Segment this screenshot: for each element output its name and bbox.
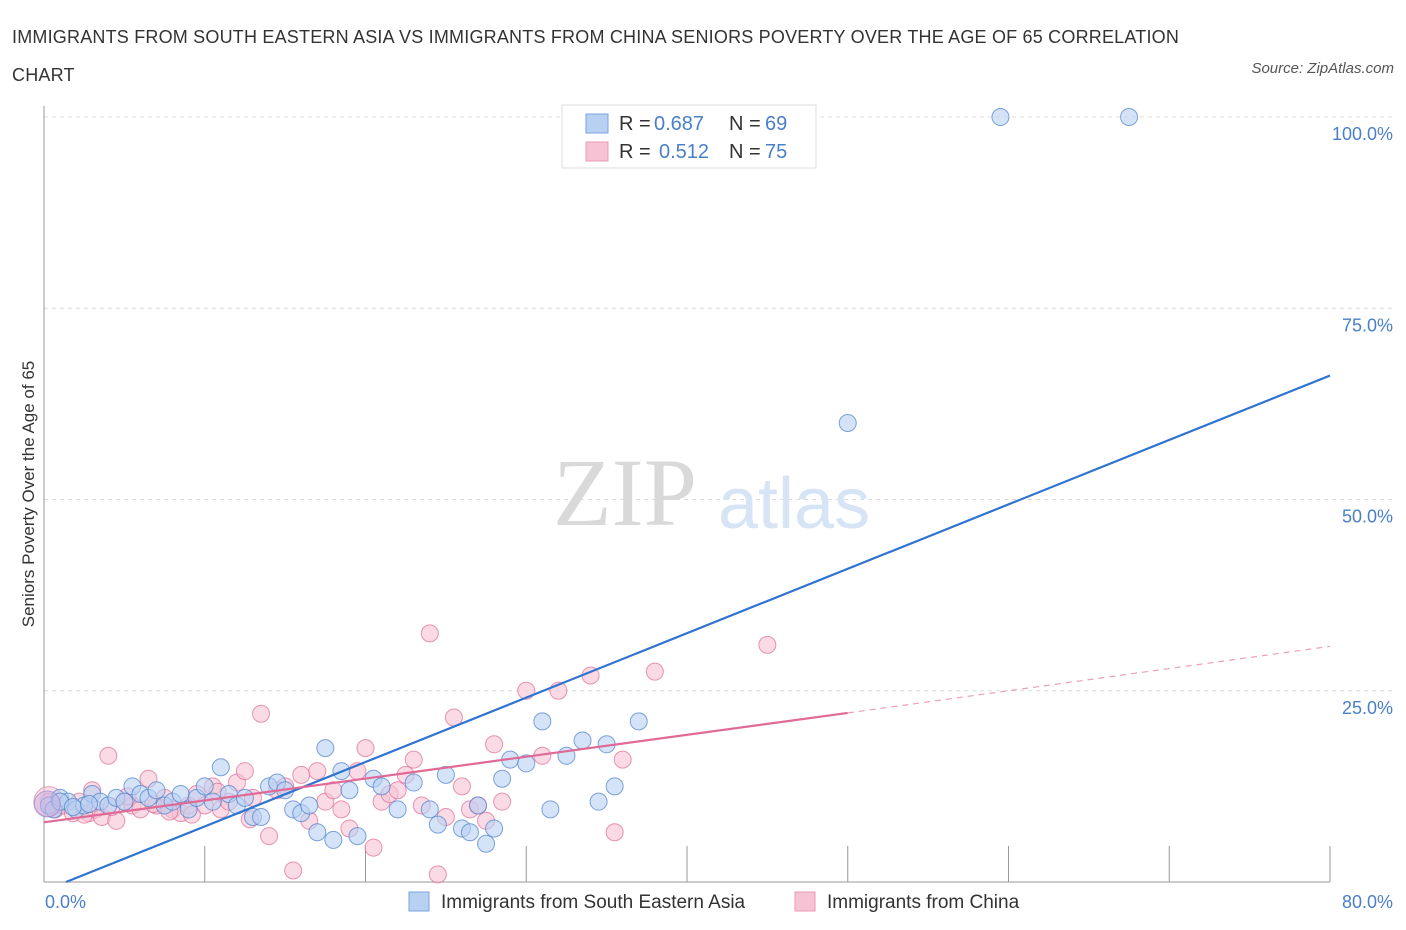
- sea-point-62: [629, 712, 648, 731]
- sea-point-61: [605, 777, 624, 796]
- sea-point-48: [460, 823, 479, 842]
- china-point-31: [284, 861, 303, 880]
- sea-point-22: [211, 758, 230, 777]
- sea-point-68: [80, 794, 99, 813]
- sea-points: [33, 108, 1139, 853]
- legend-n-label-2: N =: [729, 141, 761, 163]
- china-trend-line: [43, 711, 848, 824]
- x-tick-label-min: 0.0%: [45, 892, 86, 912]
- y-tick-label-75: 75.0%: [1342, 315, 1393, 335]
- china-point-27: [252, 704, 271, 723]
- sea-point-36: [324, 830, 343, 849]
- legend-swatch-china: [585, 141, 609, 162]
- china-point-8: [99, 746, 118, 765]
- sea-point-42: [388, 800, 407, 819]
- sea-point-65: [1120, 108, 1139, 126]
- bottom-legend-label-sea: Immigrants from South Eastern Asia: [441, 892, 746, 913]
- watermark-zip: ZIP: [553, 439, 697, 546]
- sea-point-52: [493, 769, 512, 788]
- china-point-41: [364, 838, 383, 857]
- sea-point-20: [195, 777, 214, 796]
- legend-r-label-2: R =: [619, 141, 651, 163]
- sea-point-27: [252, 807, 271, 826]
- china-point-40: [356, 739, 375, 758]
- sea-point-14: [147, 781, 166, 800]
- legend-swatch-sea: [585, 113, 609, 134]
- sea-point-34: [308, 823, 327, 842]
- sea-point-33: [300, 796, 319, 815]
- china-point-48: [420, 624, 439, 643]
- chart-title: IMMIGRANTS FROM SOUTH EASTERN ASIA VS IM…: [12, 27, 1180, 85]
- china-point-49: [428, 865, 447, 884]
- sea-point-46: [436, 765, 455, 784]
- bottom-legend-swatch-china: [794, 891, 816, 912]
- sea-point-44: [420, 800, 439, 819]
- china-point-34: [308, 762, 327, 781]
- x-axis-ticks: [204, 846, 1331, 882]
- sea-point-39: [348, 827, 367, 846]
- y-tick-label-25: 25.0%: [1342, 698, 1393, 718]
- sea-point-41: [372, 777, 391, 796]
- sea-point-54: [517, 754, 536, 773]
- y-axis-label: Seniors Poverty Over the Age of 65: [19, 361, 38, 627]
- china-point-62: [605, 823, 624, 842]
- sea-point-43: [404, 773, 423, 792]
- bottom-legend-swatch-sea: [408, 891, 430, 912]
- china-point-32: [292, 765, 311, 784]
- sea-point-21: [203, 792, 222, 811]
- sea-point-38: [340, 781, 359, 800]
- sea-point-45: [428, 815, 447, 834]
- y-tick-label-50: 50.0%: [1342, 507, 1393, 527]
- legend-n-label-1: N =: [729, 113, 761, 135]
- y-tick-labels: 25.0% 50.0% 75.0% 100.0%: [1332, 124, 1393, 718]
- sea-point-25: [235, 788, 254, 807]
- legend-n-value-2: 75: [765, 141, 787, 163]
- sea-point-55: [533, 712, 552, 731]
- china-point-57: [493, 792, 512, 811]
- china-points: [33, 624, 777, 884]
- china-point-46: [404, 750, 423, 769]
- china-point-37: [332, 800, 351, 819]
- legend-r-value-1: 0.687: [654, 113, 704, 135]
- x-tick-label-max: 80.0%: [1342, 892, 1393, 912]
- y-tick-label-100: 100.0%: [1332, 124, 1393, 144]
- sea-point-56: [541, 800, 560, 819]
- watermark-atlas: atlas: [718, 464, 870, 544]
- sea-point-59: [589, 792, 608, 811]
- sea-point-17: [171, 785, 190, 804]
- sea-point-58: [573, 731, 592, 750]
- sea-point-cluster: [33, 790, 61, 818]
- legend-n-value-1: 69: [765, 113, 787, 135]
- sea-point-10: [115, 792, 134, 811]
- sea-point-67: [63, 798, 82, 817]
- sea-point-35: [316, 739, 335, 758]
- china-point-52: [452, 777, 471, 796]
- china-trend-line-extension: [847, 645, 1331, 714]
- correlation-legend: R = 0.687 N = 69 R = 0.512 N = 75: [561, 104, 817, 169]
- china-point-64: [645, 662, 664, 681]
- gridlines: [44, 116, 1392, 692]
- sea-point-50: [477, 834, 496, 853]
- sea-point-64: [991, 108, 1010, 126]
- source-label: Source: ZipAtlas.com: [1251, 60, 1394, 77]
- sea-point-63: [838, 414, 857, 432]
- legend-r-value-2: 0.512: [659, 141, 709, 163]
- china-point-65: [758, 635, 777, 654]
- bottom-legend-label-china: Immigrants from China: [827, 892, 1020, 913]
- legend-r-label-1: R =: [619, 113, 651, 135]
- china-point-56: [485, 735, 504, 754]
- series-legend: Immigrants from South Eastern Asia Immig…: [408, 891, 1020, 913]
- sea-point-51: [485, 819, 504, 838]
- sea-point-49: [469, 796, 488, 815]
- trend-lines: [43, 374, 1331, 884]
- china-point-44: [388, 781, 407, 800]
- sea-trend-line: [65, 374, 1331, 884]
- china-point-25: [235, 762, 254, 781]
- china-point-63: [613, 750, 632, 769]
- china-point-28: [260, 827, 279, 846]
